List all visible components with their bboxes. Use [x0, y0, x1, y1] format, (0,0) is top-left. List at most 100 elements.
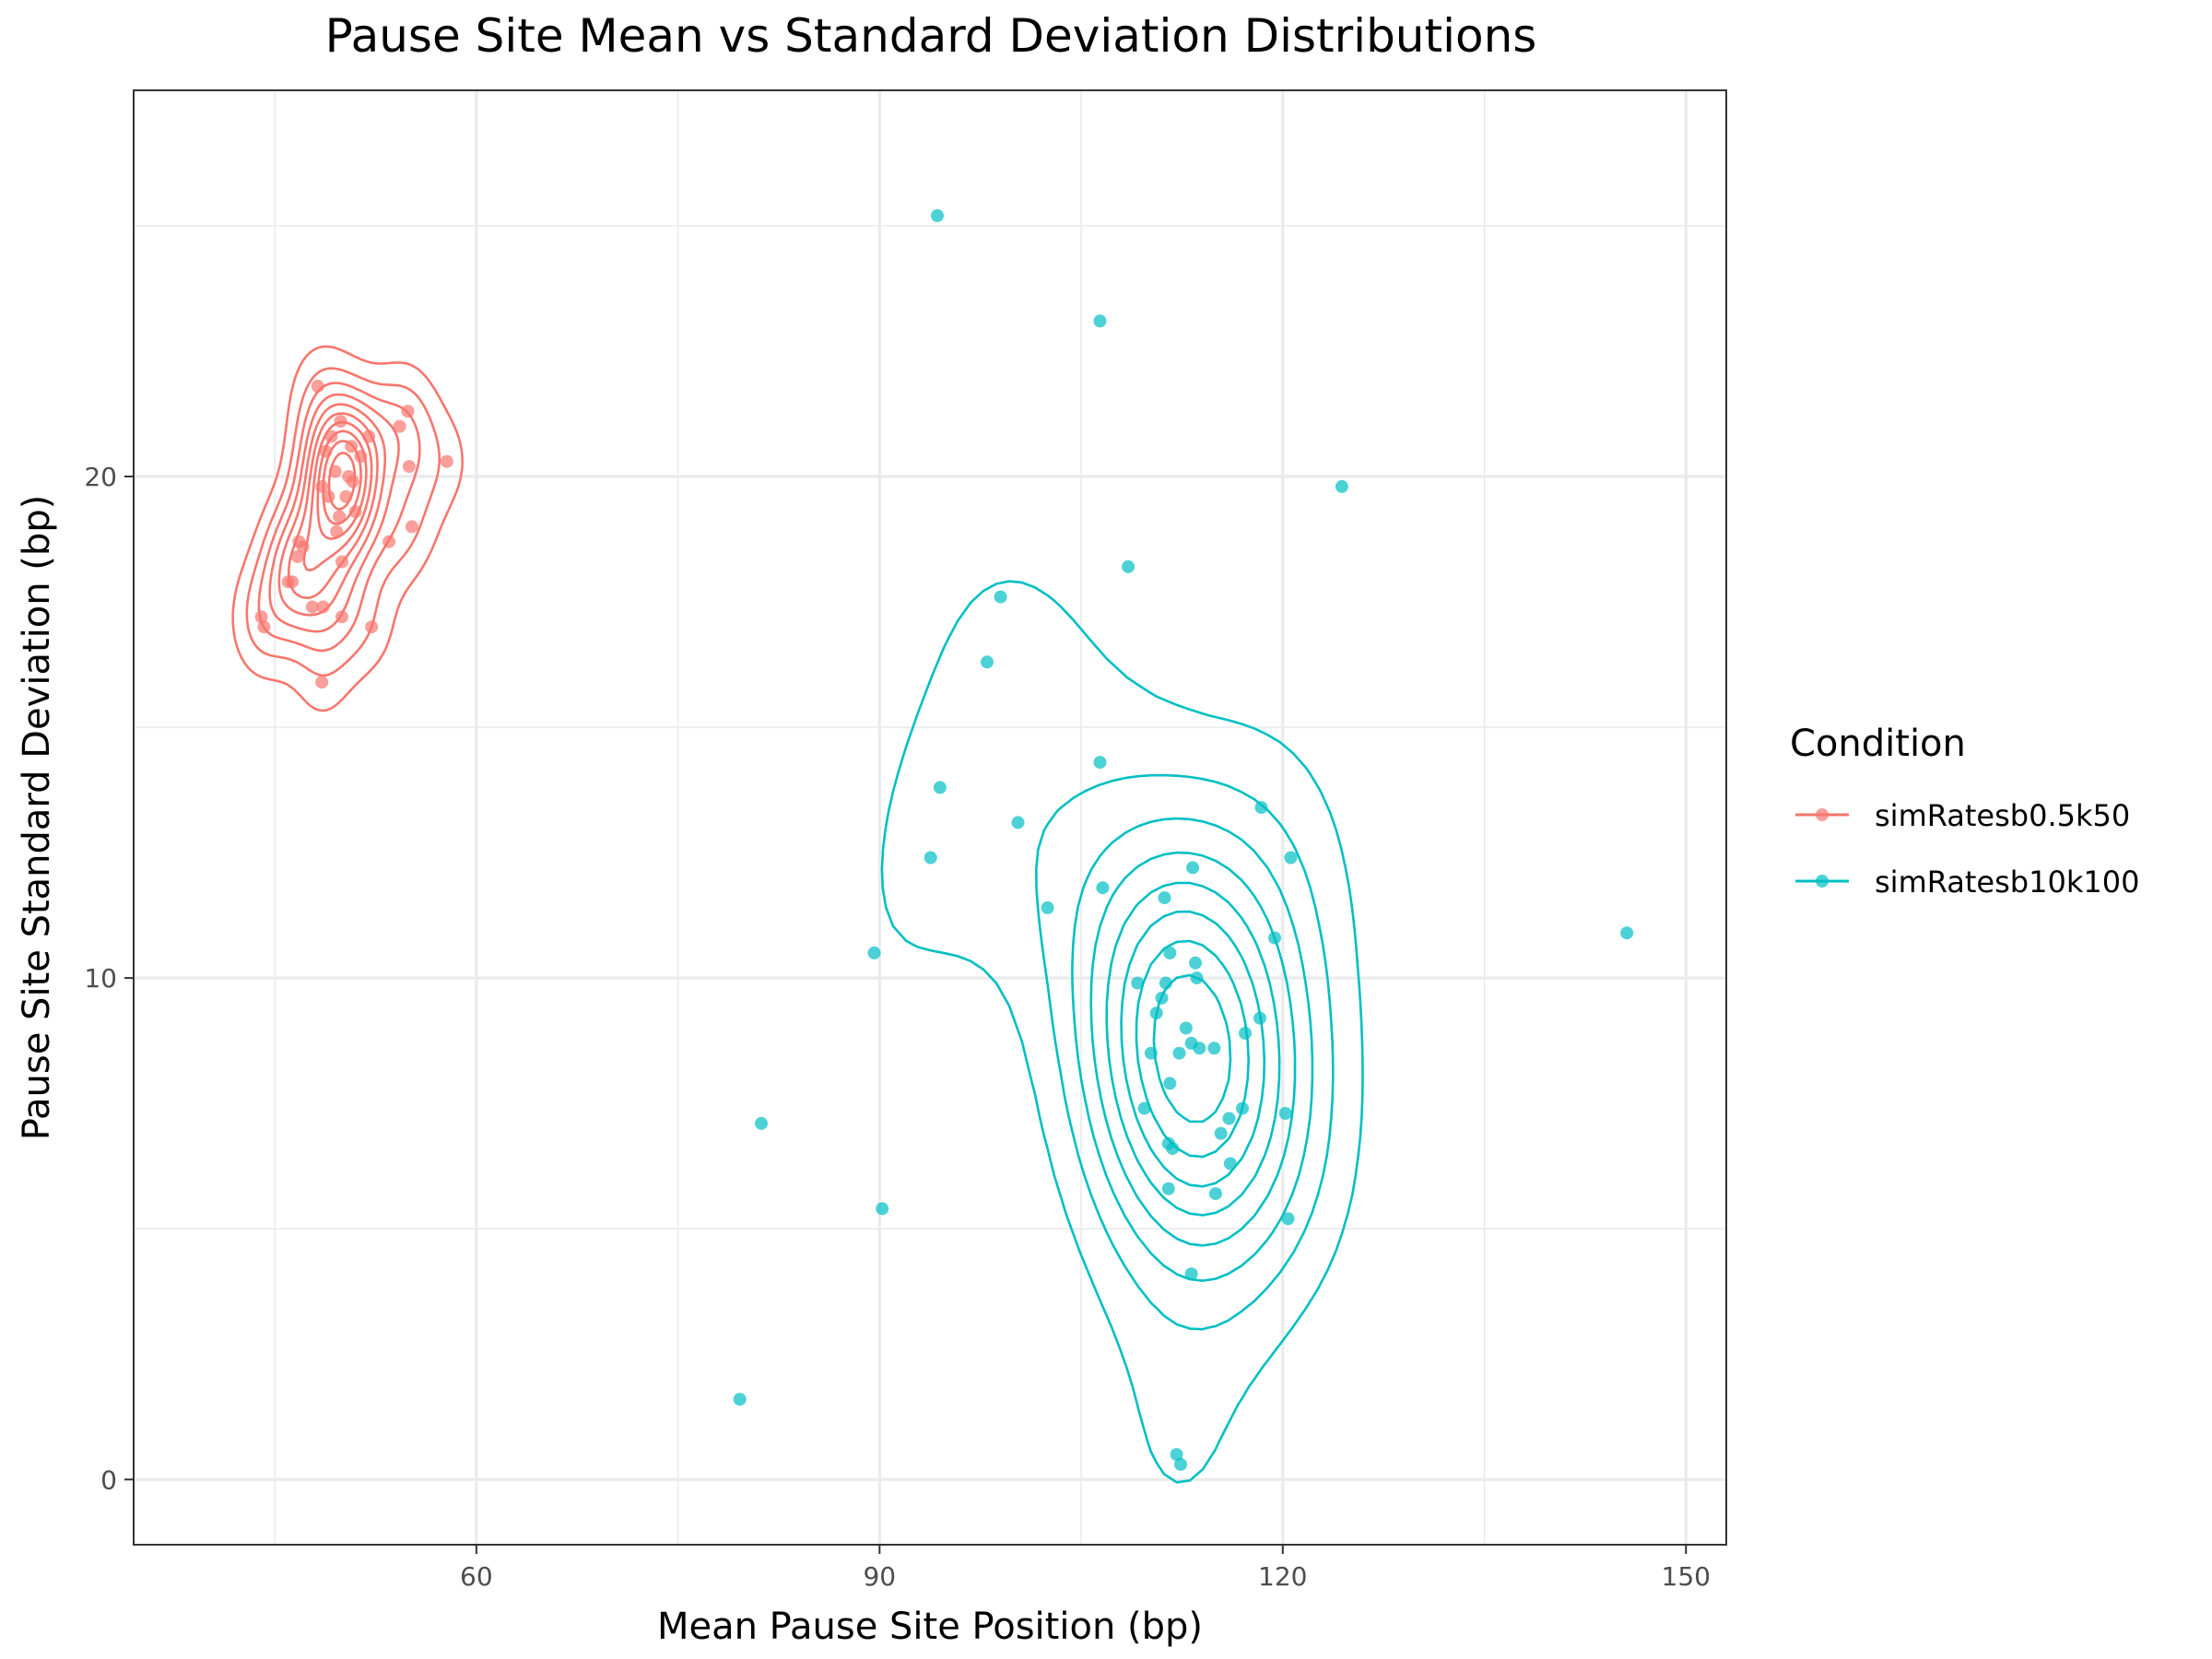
data-point-simRatesb0.5k50 — [290, 550, 304, 563]
density-contour-simRatesb10k100 — [1105, 881, 1281, 1217]
data-point-simRatesb10k100 — [1131, 976, 1145, 990]
data-point-simRatesb10k100 — [924, 851, 937, 865]
data-point-simRatesb0.5k50 — [335, 610, 348, 624]
density-contour-simRatesb10k100 — [1120, 910, 1266, 1188]
data-point-simRatesb0.5k50 — [257, 620, 271, 634]
density-contour-simRatesb10k100 — [1035, 773, 1335, 1331]
plot-panel — [133, 89, 1727, 1546]
legend-label: simRatesb10k100 — [1875, 865, 2139, 900]
data-point-simRatesb10k100 — [1184, 1267, 1198, 1281]
data-point-simRatesb10k100 — [994, 590, 1007, 604]
x-tick-label: 60 — [460, 1561, 493, 1592]
data-point-simRatesb0.5k50 — [365, 620, 379, 634]
data-point-simRatesb10k100 — [1159, 976, 1172, 990]
legend-item-simRatesb10k100: simRatesb10k100 — [1795, 865, 2139, 900]
legend-label: simRatesb0.5k50 — [1875, 798, 2130, 833]
data-point-simRatesb10k100 — [1163, 946, 1177, 959]
data-point-simRatesb0.5k50 — [316, 600, 330, 614]
data-point-simRatesb10k100 — [876, 1202, 889, 1216]
data-point-simRatesb10k100 — [1166, 1142, 1180, 1156]
data-point-simRatesb0.5k50 — [345, 440, 359, 453]
data-point-simRatesb10k100 — [933, 781, 947, 794]
data-point-simRatesb0.5k50 — [405, 520, 418, 534]
density-contour-simRatesb0.5k50 — [268, 393, 400, 633]
x-tick-label: 120 — [1258, 1561, 1307, 1592]
data-point-simRatesb10k100 — [1207, 1041, 1221, 1055]
data-point-simRatesb10k100 — [1096, 881, 1110, 895]
data-point-simRatesb0.5k50 — [330, 524, 344, 538]
data-point-simRatesb10k100 — [1281, 1212, 1295, 1226]
data-point-simRatesb10k100 — [1179, 1021, 1193, 1035]
legend-item-simRatesb0.5k50: simRatesb0.5k50 — [1795, 798, 2130, 833]
data-point-simRatesb0.5k50 — [315, 479, 329, 493]
data-point-simRatesb0.5k50 — [319, 444, 333, 458]
data-point-simRatesb0.5k50 — [334, 415, 347, 429]
data-point-simRatesb10k100 — [1222, 1112, 1236, 1125]
data-point-simRatesb10k100 — [1144, 1046, 1158, 1060]
data-point-simRatesb0.5k50 — [315, 676, 329, 689]
data-point-simRatesb10k100 — [1190, 971, 1204, 985]
x-tick-label: 90 — [863, 1561, 896, 1592]
density-contour-simRatesb10k100 — [1071, 817, 1314, 1282]
data-point-simRatesb10k100 — [1172, 1046, 1186, 1060]
data-point-simRatesb10k100 — [1335, 479, 1348, 493]
data-point-simRatesb0.5k50 — [382, 535, 396, 548]
data-point-simRatesb10k100 — [1186, 861, 1200, 875]
chart-title: Pause Site Mean vs Standard Deviation Di… — [325, 9, 1537, 63]
data-point-simRatesb10k100 — [1149, 1006, 1163, 1020]
data-point-simRatesb10k100 — [1223, 1157, 1237, 1171]
panel-background — [134, 90, 1726, 1545]
data-point-simRatesb0.5k50 — [286, 575, 300, 589]
data-point-simRatesb0.5k50 — [322, 489, 335, 503]
data-point-simRatesb10k100 — [733, 1393, 747, 1406]
density-contour-simRatesb10k100 — [1089, 851, 1297, 1247]
data-point-simRatesb10k100 — [1620, 926, 1634, 940]
density-contour-simRatesb0.5k50 — [288, 412, 379, 599]
y-tick-label: 10 — [84, 963, 117, 994]
x-axis-label: Mean Pause Site Position (bp) — [657, 1606, 1203, 1648]
data-point-simRatesb10k100 — [1170, 1448, 1183, 1462]
data-point-simRatesb0.5k50 — [393, 419, 406, 433]
y-tick-label: 0 — [100, 1465, 117, 1495]
data-point-simRatesb10k100 — [1163, 1077, 1177, 1090]
y-axis-label: Pause Site Standard Deviation (bp) — [16, 495, 58, 1141]
density-contour-simRatesb0.5k50 — [245, 367, 441, 677]
data-point-simRatesb0.5k50 — [402, 460, 416, 474]
data-point-simRatesb0.5k50 — [339, 489, 353, 503]
data-point-simRatesb0.5k50 — [254, 610, 268, 624]
legend-key-point — [1816, 875, 1829, 888]
data-point-simRatesb10k100 — [1254, 801, 1268, 815]
legend: Condition simRatesb0.5k50 simRatesb10k10… — [1790, 723, 2139, 900]
data-point-simRatesb10k100 — [867, 946, 881, 959]
data-point-simRatesb0.5k50 — [311, 380, 324, 393]
data-point-simRatesb0.5k50 — [346, 475, 359, 488]
data-point-simRatesb10k100 — [1189, 956, 1202, 970]
x-tick-label: 150 — [1662, 1561, 1711, 1592]
major-gridlines — [134, 90, 1726, 1545]
minor-gridlines — [134, 90, 1726, 1545]
density-contour-simRatesb10k100 — [880, 580, 1364, 1484]
data-point-simRatesb10k100 — [1158, 891, 1171, 905]
data-point-simRatesb10k100 — [981, 655, 994, 669]
data-point-simRatesb10k100 — [1093, 756, 1107, 770]
data-point-simRatesb10k100 — [1193, 1041, 1206, 1055]
data-point-simRatesb0.5k50 — [333, 510, 347, 524]
data-point-simRatesb10k100 — [1278, 1107, 1292, 1120]
data-point-simRatesb0.5k50 — [440, 454, 453, 468]
data-point-simRatesb10k100 — [755, 1116, 768, 1130]
data-point-simRatesb0.5k50 — [305, 600, 319, 614]
data-point-simRatesb10k100 — [1011, 816, 1025, 830]
data-point-simRatesb10k100 — [1284, 851, 1298, 865]
data-point-simRatesb0.5k50 — [296, 540, 310, 554]
data-point-simRatesb10k100 — [931, 209, 944, 222]
data-point-simRatesb10k100 — [1239, 1027, 1252, 1040]
data-point-simRatesb0.5k50 — [354, 450, 368, 464]
data-point-simRatesb0.5k50 — [362, 429, 376, 443]
panel-border — [133, 89, 1727, 1546]
data-point-simRatesb10k100 — [1174, 1457, 1187, 1471]
data-point-simRatesb10k100 — [1208, 1187, 1222, 1201]
legend-key-point — [1816, 808, 1829, 821]
data-point-simRatesb10k100 — [1161, 1182, 1175, 1195]
x-axis: 60 90 120 150 — [460, 1545, 1711, 1592]
data-point-simRatesb0.5k50 — [335, 555, 348, 569]
